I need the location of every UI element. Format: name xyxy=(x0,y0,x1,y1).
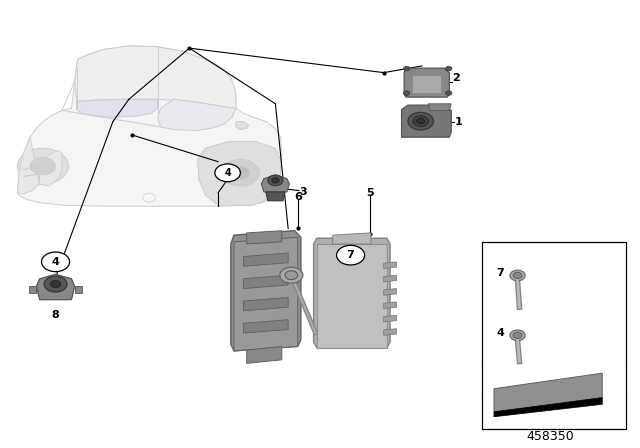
Circle shape xyxy=(403,66,410,71)
Polygon shape xyxy=(244,320,288,333)
Text: 4: 4 xyxy=(224,168,231,178)
Polygon shape xyxy=(428,104,451,111)
Polygon shape xyxy=(77,99,157,117)
Circle shape xyxy=(510,270,525,281)
Circle shape xyxy=(445,91,452,95)
Text: 458350: 458350 xyxy=(527,431,575,444)
Circle shape xyxy=(510,330,525,340)
Circle shape xyxy=(143,193,156,202)
Polygon shape xyxy=(246,346,282,363)
Polygon shape xyxy=(234,237,298,351)
Polygon shape xyxy=(40,151,62,186)
Circle shape xyxy=(44,276,67,292)
Circle shape xyxy=(42,252,70,271)
Polygon shape xyxy=(246,231,282,244)
Circle shape xyxy=(17,148,68,184)
Polygon shape xyxy=(244,253,288,266)
Text: 6: 6 xyxy=(294,192,301,202)
Circle shape xyxy=(271,178,279,183)
Polygon shape xyxy=(75,286,83,293)
Polygon shape xyxy=(384,262,396,268)
Text: 2: 2 xyxy=(452,73,460,83)
Circle shape xyxy=(445,66,452,71)
Circle shape xyxy=(417,118,424,124)
Polygon shape xyxy=(384,302,396,309)
Circle shape xyxy=(413,116,428,126)
Circle shape xyxy=(408,112,433,130)
Circle shape xyxy=(513,332,522,338)
Polygon shape xyxy=(261,175,289,192)
Circle shape xyxy=(215,164,241,182)
Circle shape xyxy=(285,271,298,280)
Circle shape xyxy=(337,246,365,265)
Polygon shape xyxy=(401,105,451,137)
Polygon shape xyxy=(231,231,301,351)
Text: 4: 4 xyxy=(497,328,504,338)
Bar xyxy=(483,242,626,429)
Circle shape xyxy=(221,159,259,186)
Polygon shape xyxy=(494,373,602,412)
Polygon shape xyxy=(384,315,396,322)
Circle shape xyxy=(51,280,61,288)
Polygon shape xyxy=(236,121,248,129)
Circle shape xyxy=(231,166,250,180)
Polygon shape xyxy=(333,233,371,244)
Text: 1: 1 xyxy=(455,116,463,127)
Polygon shape xyxy=(157,99,236,130)
Polygon shape xyxy=(198,142,280,205)
Text: 7: 7 xyxy=(347,250,355,260)
Polygon shape xyxy=(314,238,390,348)
Circle shape xyxy=(403,91,410,95)
Circle shape xyxy=(280,267,303,283)
Polygon shape xyxy=(384,275,396,282)
Polygon shape xyxy=(17,46,282,206)
Polygon shape xyxy=(266,192,285,201)
Polygon shape xyxy=(244,275,288,289)
Polygon shape xyxy=(29,286,36,293)
Polygon shape xyxy=(384,289,396,295)
Polygon shape xyxy=(244,297,288,311)
Circle shape xyxy=(268,175,283,186)
Circle shape xyxy=(30,157,56,175)
Text: 5: 5 xyxy=(366,188,374,198)
Polygon shape xyxy=(75,46,236,108)
Circle shape xyxy=(513,272,522,279)
Polygon shape xyxy=(494,398,602,417)
Text: 3: 3 xyxy=(300,187,307,197)
Text: 8: 8 xyxy=(52,310,60,320)
Polygon shape xyxy=(317,244,387,348)
Polygon shape xyxy=(404,68,449,97)
Polygon shape xyxy=(384,329,396,335)
Text: 4: 4 xyxy=(52,257,60,267)
Polygon shape xyxy=(412,75,441,93)
Polygon shape xyxy=(36,274,75,300)
Text: 7: 7 xyxy=(497,268,504,278)
Polygon shape xyxy=(17,137,40,194)
